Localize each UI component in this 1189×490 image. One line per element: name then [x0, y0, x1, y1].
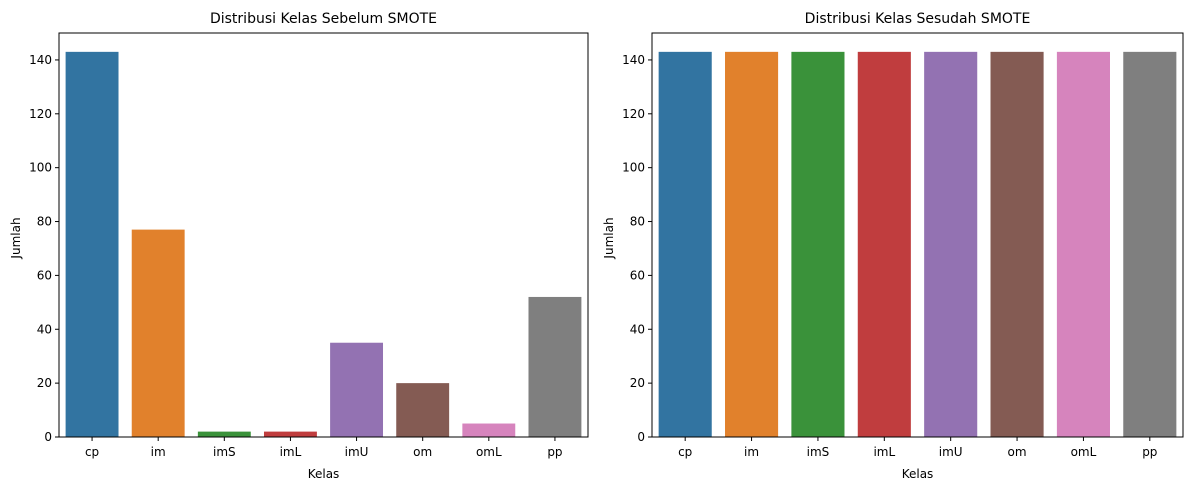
bar-cp: [65, 51, 119, 437]
x-tick-label: omL: [1071, 445, 1097, 459]
bar-imS: [791, 51, 845, 437]
bar-om: [396, 383, 450, 437]
x-tick-label: cp: [678, 445, 692, 459]
x-axis-label: Kelas: [308, 467, 340, 481]
y-tick-label: 0: [637, 430, 645, 444]
y-tick-label: 140: [29, 53, 52, 67]
y-axis-label: Jumlah: [9, 217, 23, 259]
bar-im: [131, 229, 185, 437]
x-tick-label: omL: [476, 445, 502, 459]
x-axis-label: Kelas: [902, 467, 934, 481]
x-tick-label: imL: [873, 445, 895, 459]
bar-cp: [658, 51, 712, 437]
bar-imL: [857, 51, 911, 437]
x-tick-label: imU: [939, 445, 963, 459]
x-tick-label: imS: [807, 445, 830, 459]
bar-om: [990, 51, 1044, 437]
y-tick-label: 140: [622, 53, 645, 67]
x-tick-label: pp: [1142, 445, 1157, 459]
y-tick-label: 120: [622, 107, 645, 121]
plot-frame: [651, 32, 1184, 438]
bar-omL: [1056, 51, 1110, 437]
y-tick-label: 120: [29, 107, 52, 121]
y-tick-label: 100: [622, 161, 645, 175]
x-tick-label: im: [744, 445, 759, 459]
x-tick-label: imL: [280, 445, 302, 459]
x-tick-label: imS: [213, 445, 236, 459]
y-tick-label: 100: [29, 161, 52, 175]
bar-imU: [924, 51, 978, 437]
bar-pp: [528, 296, 582, 437]
x-tick-label: om: [413, 445, 432, 459]
bar-pp: [1123, 51, 1177, 437]
chart-before-smote: Distribusi Kelas Sebelum SMOTE Kelas Jum…: [9, 11, 589, 481]
y-tick-label: 20: [630, 376, 645, 390]
x-tick-label: pp: [547, 445, 562, 459]
x-tick-label: imU: [345, 445, 369, 459]
chart-after-smote: Distribusi Kelas Sesudah SMOTE Kelas Jum…: [602, 11, 1184, 481]
x-tick-label: cp: [85, 445, 99, 459]
bar-imU: [330, 342, 384, 437]
y-tick-label: 80: [630, 215, 645, 229]
y-tick-label: 40: [37, 322, 52, 336]
y-tick-label: 40: [630, 322, 645, 336]
y-tick-label: 60: [630, 268, 645, 282]
chart-title: Distribusi Kelas Sebelum SMOTE: [210, 11, 437, 27]
bar-imL: [263, 431, 317, 437]
bar-omL: [462, 423, 516, 437]
y-tick-label: 0: [44, 430, 52, 444]
plot-frame: [58, 32, 589, 438]
y-tick-label: 60: [37, 268, 52, 282]
y-axis-label: Jumlah: [602, 217, 616, 259]
x-tick-label: om: [1008, 445, 1027, 459]
y-tick-label: 20: [37, 376, 52, 390]
bar-imS: [197, 431, 251, 437]
bar-im: [725, 51, 779, 437]
x-tick-label: im: [151, 445, 166, 459]
y-tick-label: 80: [37, 215, 52, 229]
chart-title: Distribusi Kelas Sesudah SMOTE: [805, 11, 1031, 27]
